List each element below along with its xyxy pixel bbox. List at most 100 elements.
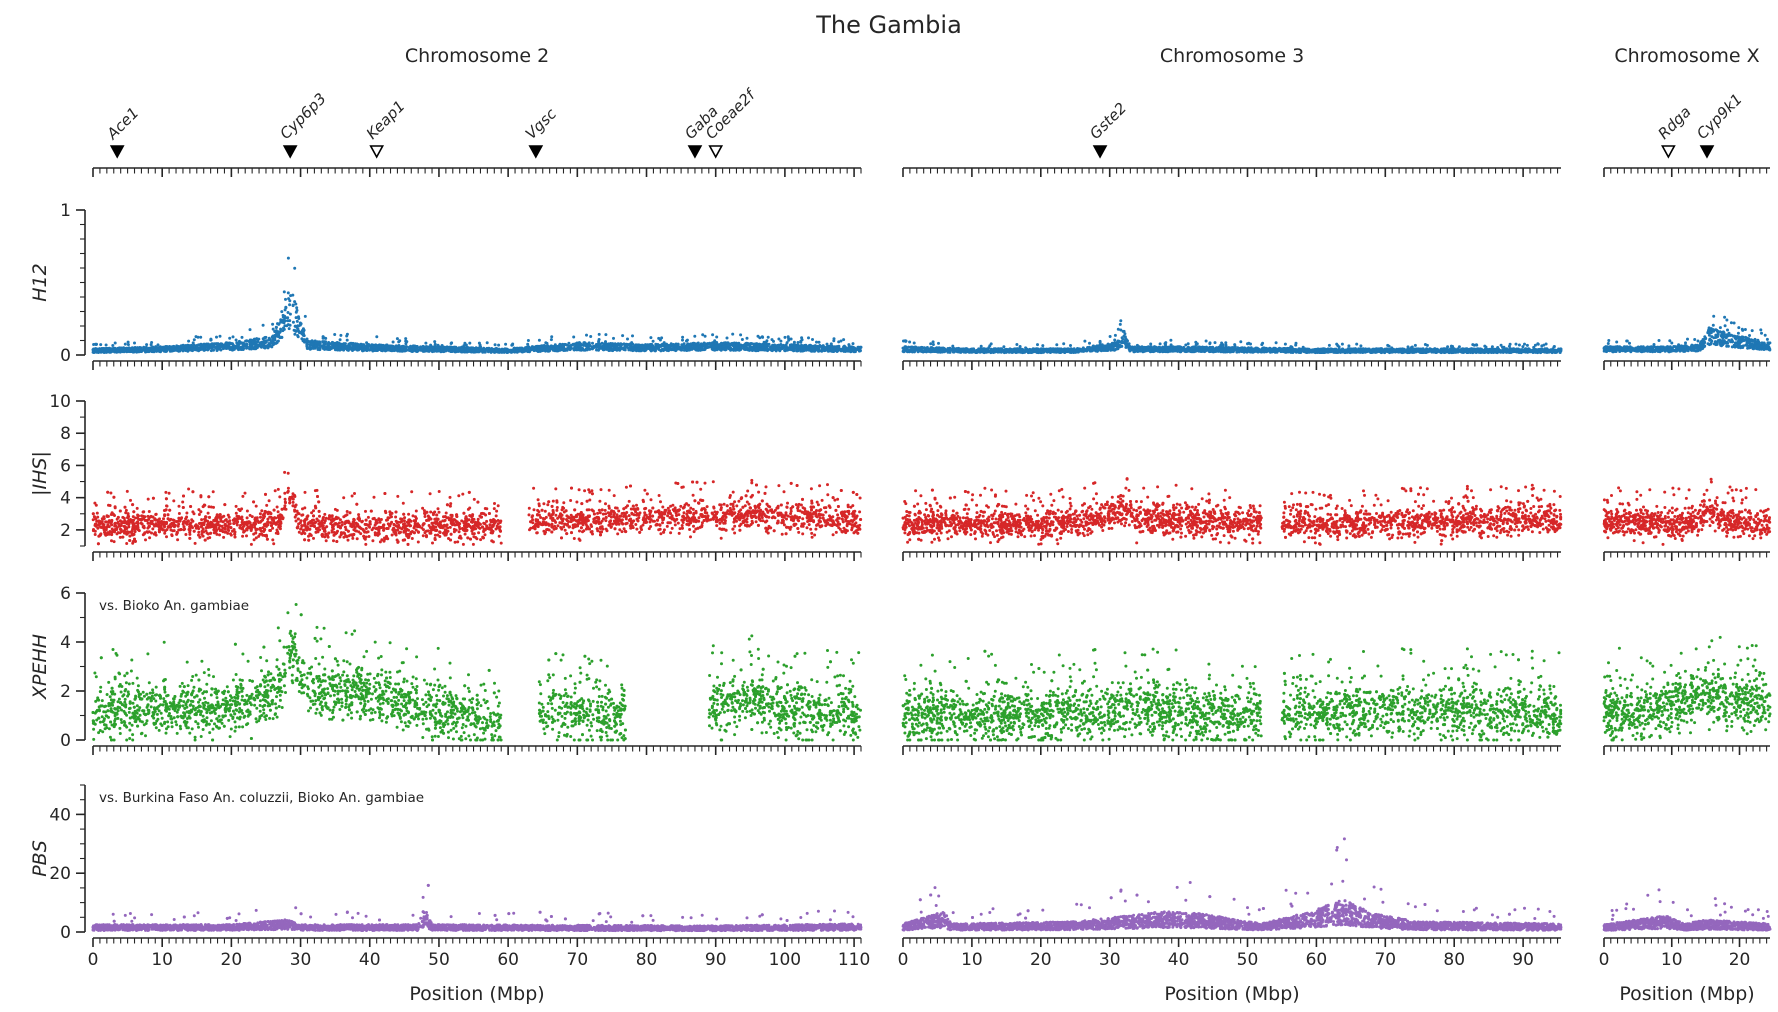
data-point bbox=[693, 347, 697, 351]
data-point bbox=[537, 348, 541, 351]
data-point bbox=[338, 338, 342, 342]
data-point bbox=[291, 293, 295, 297]
data-point bbox=[772, 339, 775, 343]
data-point bbox=[415, 348, 419, 352]
data-point bbox=[163, 349, 167, 353]
data-point bbox=[1327, 343, 1331, 347]
data-point bbox=[513, 350, 517, 354]
data-point bbox=[353, 342, 356, 346]
data-point bbox=[566, 347, 570, 351]
data-point bbox=[685, 349, 689, 352]
data-point bbox=[1122, 329, 1126, 333]
data-point bbox=[770, 347, 774, 351]
data-point bbox=[550, 335, 554, 339]
data-point bbox=[351, 349, 354, 352]
data-point bbox=[171, 347, 175, 351]
data-point bbox=[288, 319, 292, 323]
data-point bbox=[150, 341, 154, 344]
data-point bbox=[612, 336, 615, 340]
gene-marker-keap1 bbox=[369, 145, 385, 159]
data-point bbox=[296, 327, 300, 331]
data-point bbox=[644, 343, 647, 347]
data-point bbox=[127, 346, 131, 350]
data-point bbox=[789, 337, 793, 341]
data-point bbox=[175, 348, 179, 352]
data-point bbox=[644, 348, 648, 352]
data-point bbox=[787, 348, 791, 352]
data-point bbox=[116, 349, 120, 353]
data-point bbox=[558, 343, 561, 347]
data-point bbox=[672, 343, 675, 346]
data-point bbox=[597, 339, 601, 343]
data-point bbox=[833, 346, 837, 350]
data-point bbox=[147, 350, 151, 354]
data-point bbox=[498, 350, 502, 354]
data-point bbox=[166, 346, 170, 349]
data-point bbox=[776, 344, 780, 348]
data-point bbox=[207, 347, 211, 351]
data-point bbox=[589, 335, 593, 338]
x-axis-chrom-0 bbox=[92, 360, 862, 370]
data-point bbox=[730, 341, 734, 345]
data-point bbox=[280, 310, 284, 314]
data-point bbox=[649, 336, 653, 340]
data-point bbox=[1149, 342, 1153, 346]
data-point bbox=[647, 343, 650, 347]
data-point bbox=[299, 322, 303, 326]
gene-marker-cyp6p3 bbox=[282, 145, 298, 159]
data-point bbox=[635, 344, 639, 348]
data-point bbox=[625, 343, 629, 347]
data-point bbox=[800, 336, 804, 340]
data-point bbox=[621, 334, 625, 338]
data-point bbox=[346, 348, 350, 352]
data-point bbox=[746, 341, 750, 345]
data-point bbox=[158, 346, 162, 350]
data-point bbox=[223, 343, 227, 347]
data-point bbox=[327, 348, 330, 351]
data-point bbox=[785, 341, 789, 345]
data-point bbox=[713, 348, 717, 352]
data-point bbox=[323, 346, 327, 350]
data-point bbox=[654, 347, 658, 350]
data-point bbox=[449, 342, 453, 345]
data-point bbox=[314, 344, 318, 347]
data-point bbox=[322, 336, 326, 340]
data-point bbox=[287, 297, 291, 301]
data-point bbox=[745, 336, 749, 340]
data-point bbox=[207, 343, 211, 347]
data-point bbox=[332, 346, 336, 350]
data-point bbox=[493, 343, 497, 347]
data-point bbox=[226, 346, 230, 350]
data-point bbox=[533, 347, 537, 351]
data-point bbox=[718, 347, 722, 351]
data-point bbox=[747, 347, 751, 350]
gene-label-cyp9k1: Cyp9k1 bbox=[1693, 90, 1746, 143]
data-point bbox=[209, 337, 213, 341]
data-point bbox=[111, 344, 115, 347]
data-point bbox=[303, 314, 307, 318]
data-point bbox=[433, 342, 437, 346]
data-point bbox=[508, 349, 512, 353]
gene-marker-coeae2f bbox=[708, 145, 724, 159]
data-point bbox=[196, 335, 200, 339]
gene-marker-vgsc bbox=[528, 145, 544, 159]
data-point bbox=[754, 347, 757, 351]
data-point bbox=[187, 339, 191, 343]
data-point bbox=[495, 348, 498, 352]
data-point bbox=[214, 346, 218, 350]
data-point bbox=[797, 345, 801, 349]
data-point bbox=[253, 346, 257, 350]
data-point bbox=[740, 338, 744, 341]
y-axis-label: H12 bbox=[29, 263, 51, 301]
data-point bbox=[371, 345, 375, 349]
data-point bbox=[326, 342, 330, 346]
data-point bbox=[305, 343, 309, 347]
data-point bbox=[304, 340, 308, 344]
data-point bbox=[651, 339, 655, 343]
data-point bbox=[852, 346, 856, 350]
data-point bbox=[453, 346, 457, 350]
data-point bbox=[271, 322, 275, 326]
data-point bbox=[1457, 345, 1461, 349]
